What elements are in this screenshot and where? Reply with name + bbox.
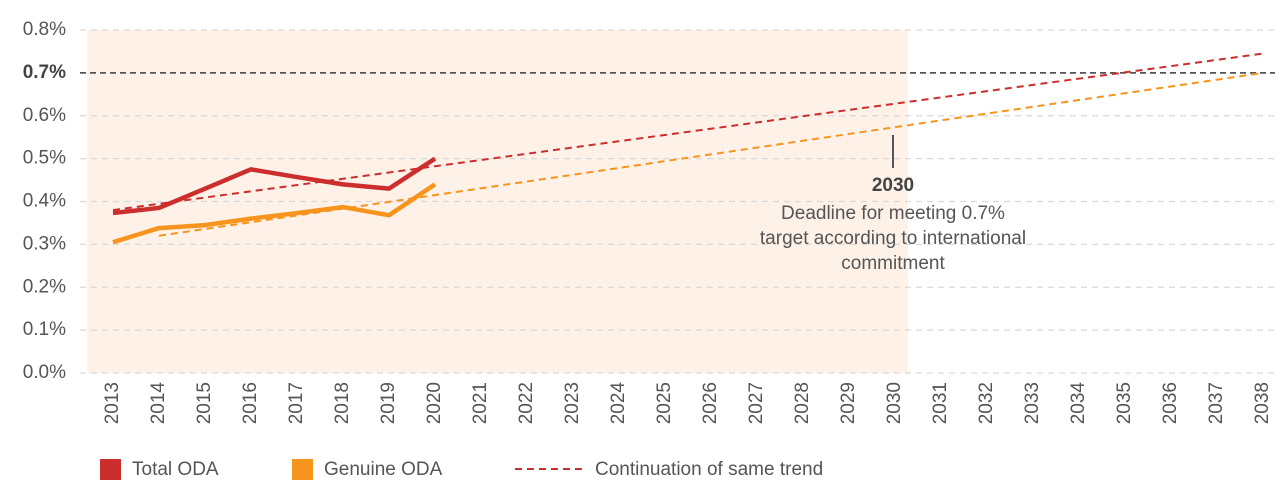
y-tick-label: 0.1% [23, 319, 66, 340]
x-tick-label: 2021 [470, 382, 491, 424]
legend-label: Genuine ODA [324, 459, 443, 480]
legend-swatch [100, 459, 121, 480]
data-line [112, 156, 437, 216]
y-tick-label: 0.8% [23, 19, 66, 40]
trend-line [112, 52, 1264, 212]
x-tick-label: 2024 [608, 382, 629, 425]
legend-swatch [292, 459, 313, 480]
annotation-text: Deadline for meeting 0.7% [781, 203, 1005, 224]
y-tick-label: 0.7% [23, 62, 66, 83]
x-tick-label: 2034 [1068, 382, 1089, 425]
x-tick-label: 2013 [102, 382, 123, 424]
x-tick-label: 2027 [746, 382, 767, 424]
legend-label: Continuation of same trend [595, 459, 823, 480]
x-tick-label: 2014 [148, 382, 169, 425]
y-tick-label: 0.3% [23, 233, 66, 254]
y-tick-label: 0.6% [23, 105, 66, 126]
y-tick-label: 0.0% [23, 362, 66, 383]
x-tick-label: 2038 [1252, 382, 1273, 424]
x-tick-label: 2036 [1160, 382, 1181, 424]
x-tick-label: 2017 [286, 382, 307, 424]
annotation-title: 2030 [872, 175, 914, 196]
x-tick-label: 2032 [976, 382, 997, 424]
x-tick-label: 2023 [562, 382, 583, 424]
x-tick-label: 2018 [332, 382, 353, 424]
x-tick-label: 2022 [516, 382, 537, 424]
x-tick-label: 2019 [378, 382, 399, 424]
y-tick-label: 0.5% [23, 148, 66, 169]
x-tick-label: 2029 [838, 382, 859, 424]
trend-line [158, 71, 1264, 237]
x-tick-label: 2015 [194, 382, 215, 424]
x-tick-label: 2030 [884, 382, 905, 424]
annotation-text: commitment [841, 253, 945, 274]
x-tick-label: 2028 [792, 382, 813, 424]
x-tick-label: 2031 [930, 382, 951, 424]
annotation-text: target according to international [760, 228, 1026, 249]
x-tick-label: 2026 [700, 382, 721, 424]
y-tick-label: 0.2% [23, 276, 66, 297]
x-tick-label: 2025 [654, 382, 675, 424]
legend-label: Total ODA [132, 459, 219, 480]
x-tick-label: 2016 [240, 382, 261, 424]
y-tick-label: 0.4% [23, 191, 66, 212]
x-tick-label: 2037 [1206, 382, 1227, 424]
x-tick-label: 2035 [1114, 382, 1135, 424]
x-tick-label: 2020 [424, 382, 445, 424]
data-line [112, 182, 437, 245]
x-tick-label: 2033 [1022, 382, 1043, 424]
